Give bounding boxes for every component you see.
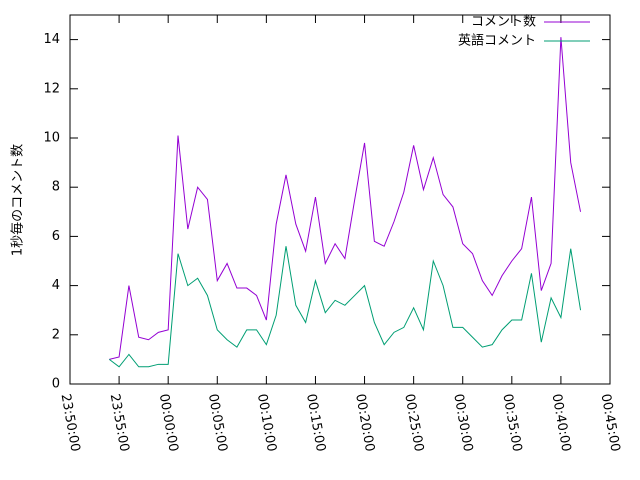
y-tick-label: 14 — [43, 32, 60, 47]
y-tick-label: 0 — [52, 377, 60, 392]
x-tick-label: 00:45:00 — [598, 393, 623, 453]
series-line — [109, 37, 582, 360]
y-tick-label: 4 — [52, 278, 60, 293]
series-line — [108, 246, 582, 368]
y-tick-label: 8 — [52, 180, 60, 195]
legend-label: 英語コメント — [458, 33, 536, 49]
x-tick-label: 00:20:00 — [352, 393, 377, 453]
y-tick-label: 10 — [43, 131, 60, 146]
x-tick-label: 00:35:00 — [499, 393, 524, 453]
y-axis-label: 1秒毎のコメント数 — [10, 144, 26, 256]
y-tick-label: 6 — [52, 229, 60, 244]
x-tick-label: 23:50:00 — [58, 393, 83, 453]
x-tick-label: 00:40:00 — [549, 393, 574, 453]
x-tick-label: 23:55:00 — [107, 393, 132, 453]
y-tick-label: 12 — [43, 81, 60, 96]
plot-frame — [69, 14, 611, 385]
x-tick-label: 00:25:00 — [401, 393, 426, 453]
x-tick-label: 00:00:00 — [156, 393, 181, 453]
x-tick-label: 00:30:00 — [450, 393, 475, 453]
legend-label: コメント数 — [471, 15, 536, 30]
y-tick-label: 2 — [52, 327, 60, 342]
x-tick-label: 00:05:00 — [205, 393, 230, 453]
x-tick-label: 00:10:00 — [254, 393, 279, 453]
x-tick-label: 00:15:00 — [303, 393, 328, 453]
